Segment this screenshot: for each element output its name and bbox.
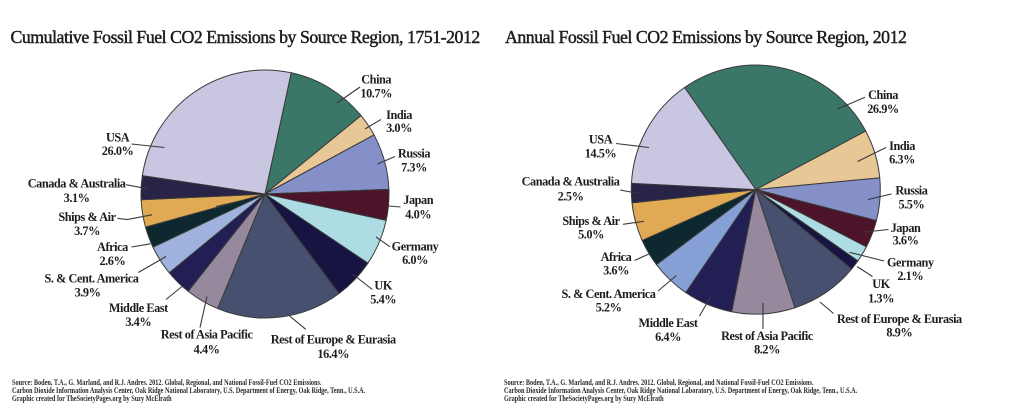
svg-text:UK: UK xyxy=(872,277,890,291)
svg-text:3.6%: 3.6% xyxy=(603,264,629,278)
svg-text:1.3%: 1.3% xyxy=(868,291,894,305)
svg-text:Rest of Europe & Eurasia: Rest of Europe & Eurasia xyxy=(271,333,396,347)
svg-text:2.6%: 2.6% xyxy=(99,254,125,268)
svg-text:16.4%: 16.4% xyxy=(317,347,349,361)
svg-text:Canada & Australia: Canada & Australia xyxy=(28,176,126,190)
svg-text:Ships & Air: Ships & Air xyxy=(58,210,116,224)
svg-text:Germany: Germany xyxy=(392,240,440,254)
svg-text:China: China xyxy=(868,88,898,102)
svg-text:3.7%: 3.7% xyxy=(74,224,100,238)
svg-text:3.9%: 3.9% xyxy=(75,285,101,299)
svg-text:Rest of Asia Pacific: Rest of Asia Pacific xyxy=(161,328,254,342)
svg-text:Africa: Africa xyxy=(601,250,632,264)
svg-text:6.0%: 6.0% xyxy=(402,253,428,267)
svg-text:Japan: Japan xyxy=(403,193,433,207)
svg-text:14.5%: 14.5% xyxy=(585,146,617,160)
svg-text:Russia: Russia xyxy=(895,184,927,198)
svg-text:2.5%: 2.5% xyxy=(558,189,584,203)
svg-text:Middle East: Middle East xyxy=(109,301,169,315)
svg-text:6.3%: 6.3% xyxy=(889,153,915,167)
svg-text:Middle East: Middle East xyxy=(639,316,699,330)
svg-text:5.4%: 5.4% xyxy=(370,292,396,306)
svg-text:S. & Cent. America: S. & Cent. America xyxy=(561,287,655,301)
svg-text:6.4%: 6.4% xyxy=(655,330,681,344)
svg-text:3.4%: 3.4% xyxy=(125,315,151,329)
svg-text:4.0%: 4.0% xyxy=(405,207,431,221)
svg-text:3.6%: 3.6% xyxy=(893,233,919,247)
svg-text:Africa: Africa xyxy=(97,240,128,254)
svg-text:4.4%: 4.4% xyxy=(194,342,220,356)
svg-text:8.2%: 8.2% xyxy=(754,343,780,357)
svg-text:Rest of Asia Pacific: Rest of Asia Pacific xyxy=(721,329,814,343)
svg-text:USA: USA xyxy=(589,133,613,147)
svg-text:8.9%: 8.9% xyxy=(886,326,912,340)
svg-text:Canada & Australia: Canada & Australia xyxy=(522,175,620,189)
svg-text:5.0%: 5.0% xyxy=(578,228,604,242)
svg-text:5.5%: 5.5% xyxy=(898,197,924,211)
svg-text:Ships & Air: Ships & Air xyxy=(562,214,620,228)
svg-text:India: India xyxy=(889,139,915,153)
svg-text:3.1%: 3.1% xyxy=(64,191,90,205)
svg-text:26.0%: 26.0% xyxy=(102,144,134,158)
svg-text:2.1%: 2.1% xyxy=(897,269,923,283)
svg-text:7.3%: 7.3% xyxy=(401,161,427,175)
svg-text:10.7%: 10.7% xyxy=(360,86,392,100)
svg-text:26.9%: 26.9% xyxy=(867,102,899,116)
svg-text:Russia: Russia xyxy=(398,147,430,161)
svg-text:UK: UK xyxy=(374,279,392,293)
svg-text:USA: USA xyxy=(106,130,130,144)
svg-text:S. & Cent. America: S. & Cent. America xyxy=(44,272,138,286)
svg-text:Germany: Germany xyxy=(887,256,935,270)
svg-text:China: China xyxy=(361,72,391,86)
svg-text:5.2%: 5.2% xyxy=(596,300,622,314)
svg-text:3.0%: 3.0% xyxy=(386,121,412,135)
svg-text:India: India xyxy=(386,108,412,122)
svg-text:Rest of Europe & Eurasia: Rest of Europe & Eurasia xyxy=(837,312,962,326)
svg-text:Japan: Japan xyxy=(891,221,921,235)
